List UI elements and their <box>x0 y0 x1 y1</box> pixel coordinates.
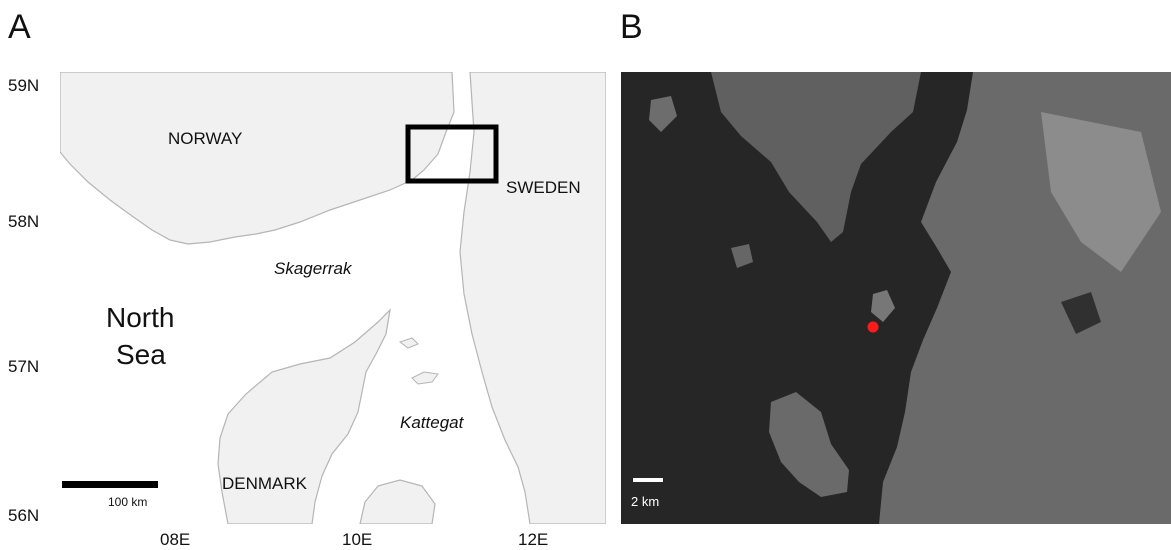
panel-letter-b: B <box>620 8 643 46</box>
study-area-box <box>405 124 499 184</box>
lat-label-59n: 59N <box>8 76 40 95</box>
island-group-south <box>769 392 849 497</box>
scale-bar-100km <box>62 481 158 488</box>
lon-label-12e: 12E <box>518 530 549 549</box>
lat-label-57n: 57N <box>8 357 40 376</box>
mainland-dark-lake <box>1061 292 1101 334</box>
denmark-jutland <box>217 308 391 524</box>
scale-bar-2km <box>633 478 663 482</box>
panel-letter-a: A <box>8 8 31 46</box>
label-north-sea-line2: Sea <box>116 339 166 370</box>
label-kattegat: Kattegat <box>400 413 465 432</box>
regional-map: NORWAY SWEDEN DENMARK North Sea Skagerra… <box>60 72 606 524</box>
lat-label-58n: 58N <box>8 212 40 231</box>
islet-near-site <box>871 290 895 322</box>
label-denmark: DENMARK <box>222 474 308 493</box>
study-site-marker <box>867 321 879 333</box>
label-north-sea-line1: North <box>106 302 174 333</box>
scale-label-2km: 2 km <box>631 494 659 509</box>
anholt-island <box>411 371 439 385</box>
label-skagerrak: Skagerrak <box>274 259 353 278</box>
island-group-north <box>711 72 921 242</box>
island-northwest <box>649 96 677 132</box>
laeso-island <box>398 337 419 349</box>
scale-label-100km: 100 km <box>108 495 147 509</box>
lat-label-56n: 56N <box>8 506 40 525</box>
lon-label-08e: 08E <box>160 530 191 549</box>
label-sweden: SWEDEN <box>506 178 581 197</box>
satellite-image: 2 km <box>621 72 1171 524</box>
island-west-small <box>731 244 753 268</box>
norway-landmass <box>60 72 455 245</box>
danish-island-zealand <box>359 479 436 524</box>
mainland-light-patch <box>1041 112 1161 272</box>
label-norway: NORWAY <box>168 129 242 148</box>
sweden-landmass <box>459 72 606 524</box>
lon-label-10e: 10E <box>342 530 373 549</box>
